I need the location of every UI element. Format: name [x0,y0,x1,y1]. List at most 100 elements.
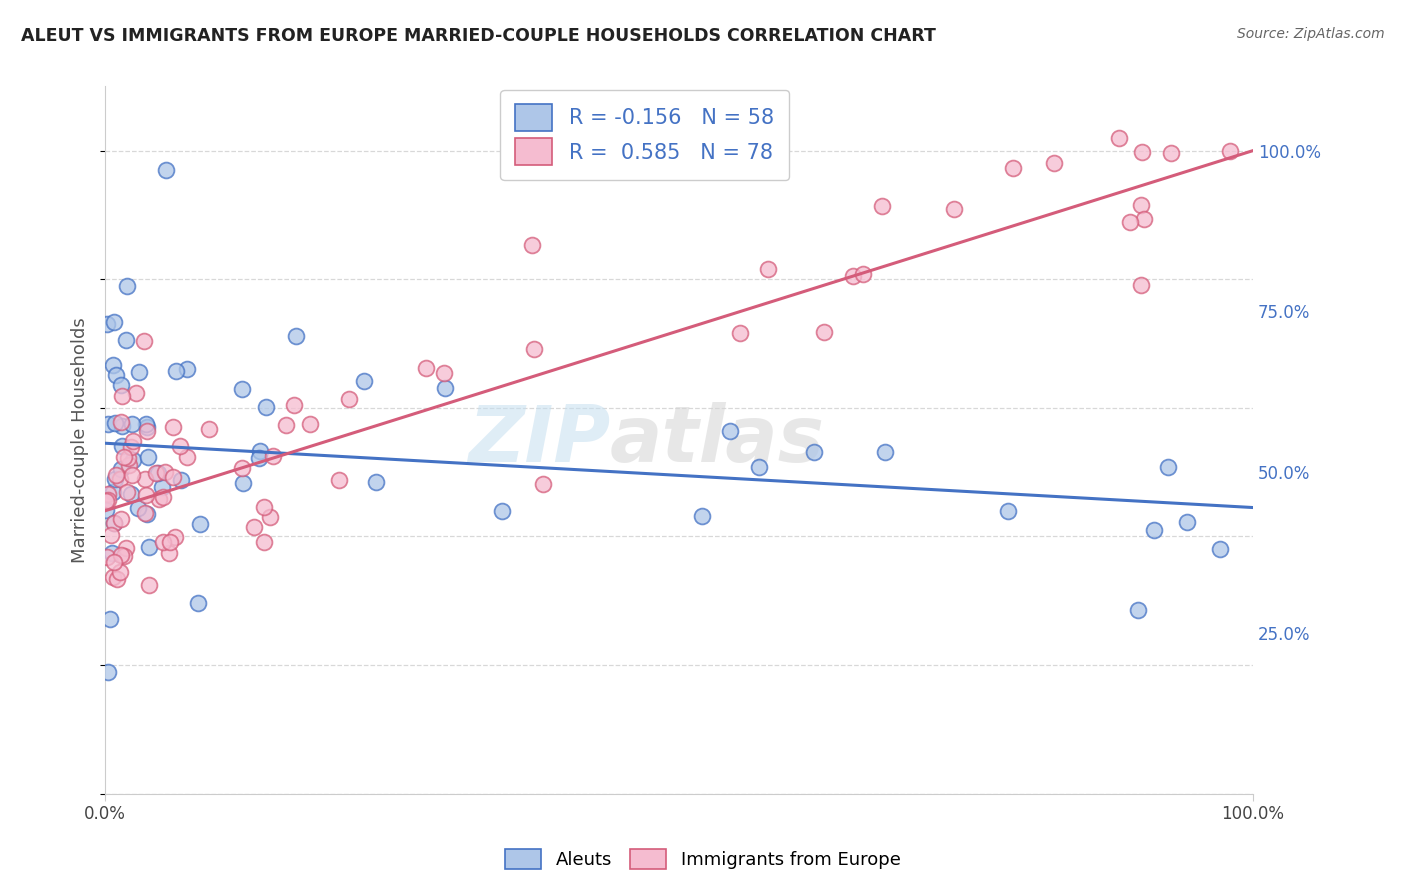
Point [522,238,544,252]
Point [155,163,177,178]
Point [115,333,138,347]
Point [163,530,186,544]
Point [105,467,128,482]
Point [100,528,122,542]
Point [254,400,277,414]
Point [186,596,208,610]
Legend: R = -0.156   N = 58, R =  0.585   N = 78: R = -0.156 N = 58, R = 0.585 N = 78 [501,90,789,179]
Point [103,516,125,531]
Point [115,278,138,293]
Point [138,540,160,554]
Point [415,360,437,375]
Point [1129,198,1152,212]
Point [101,484,124,499]
Point [101,570,124,584]
Point [433,381,456,395]
Point [262,450,284,464]
Point [120,487,142,501]
Point [247,450,270,465]
Point [96,318,118,332]
Point [105,368,128,383]
Point [851,267,873,281]
Point [108,472,131,486]
Point [1130,145,1153,159]
Point [103,472,125,486]
Point [132,334,155,349]
Point [1129,277,1152,292]
Point [997,503,1019,517]
Point [125,386,148,401]
Point [97,665,120,679]
Point [692,509,714,524]
Point [108,566,131,580]
Point [96,550,118,565]
Point [249,443,271,458]
Point [134,506,156,520]
Point [148,491,170,506]
Point [176,362,198,376]
Point [231,460,253,475]
Point [110,462,132,476]
Point [197,422,219,436]
Point [145,466,167,480]
Point [110,549,132,563]
Point [128,366,150,380]
Point [531,476,554,491]
Point [231,382,253,396]
Point [162,420,184,434]
Point [114,541,136,555]
Point [114,549,136,564]
Point [112,450,135,464]
Point [1108,130,1130,145]
Point [1119,215,1142,229]
Point [252,534,274,549]
Point [152,490,174,504]
Point [103,555,125,569]
Point [284,328,307,343]
Point [117,484,139,499]
Point [153,465,176,479]
Point [98,612,121,626]
Point [873,444,896,458]
Point [110,512,132,526]
Point [162,470,184,484]
Point [337,392,360,407]
Point [122,434,145,449]
Point [1208,542,1230,557]
Point [103,315,125,329]
Point [97,487,120,501]
Text: Source: ZipAtlas.com: Source: ZipAtlas.com [1237,27,1385,41]
Text: ZIP: ZIP [468,402,610,478]
Point [136,424,159,438]
Point [122,453,145,467]
Point [110,415,132,429]
Point [243,520,266,534]
Point [169,439,191,453]
Point [105,572,128,586]
Point [328,473,350,487]
Point [718,424,741,438]
Point [1175,515,1198,529]
Point [523,342,546,356]
Point [111,418,134,433]
Point [146,466,169,480]
Point [157,546,180,560]
Point [253,500,276,514]
Point [152,535,174,549]
Point [101,546,124,560]
Point [96,502,118,516]
Point [135,488,157,502]
Point [1042,156,1064,170]
Point [353,374,375,388]
Point [1143,523,1166,537]
Point [118,458,141,473]
Point [756,261,779,276]
Point [728,326,751,341]
Point [188,516,211,531]
Point [111,389,134,403]
Point [491,503,513,517]
Point [1219,144,1241,158]
Point [943,202,966,217]
Point [110,378,132,392]
Point [121,468,143,483]
